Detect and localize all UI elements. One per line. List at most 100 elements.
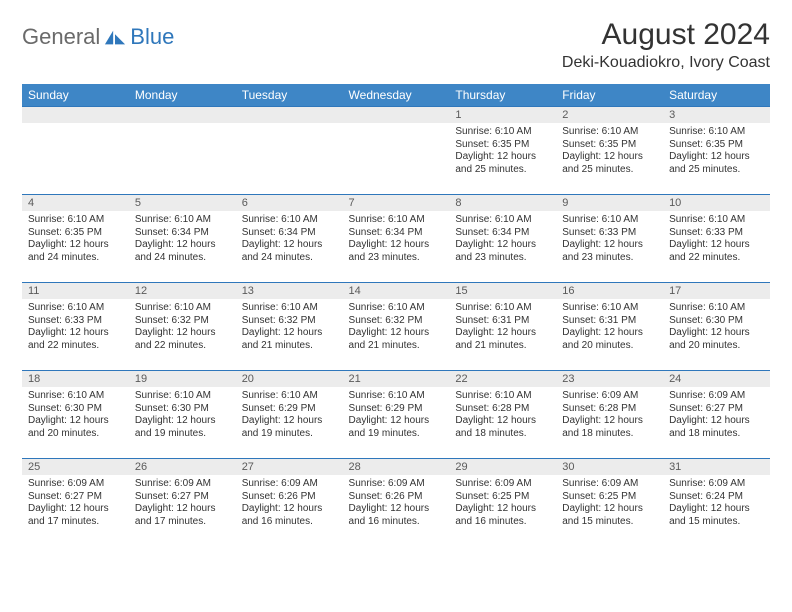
sunrise-line: Sunrise: 6:10 AM	[242, 302, 337, 315]
calendar-day: 16Sunrise: 6:10 AMSunset: 6:31 PMDayligh…	[556, 283, 663, 371]
day-details	[129, 123, 236, 183]
day-number: 10	[663, 195, 770, 211]
sunset-line: Sunset: 6:34 PM	[455, 227, 550, 240]
day-number: 23	[556, 371, 663, 387]
day-number: 14	[343, 283, 450, 299]
sunset-line: Sunset: 6:33 PM	[562, 227, 657, 240]
day-number: 13	[236, 283, 343, 299]
calendar-day: 3Sunrise: 6:10 AMSunset: 6:35 PMDaylight…	[663, 107, 770, 195]
day-details: Sunrise: 6:10 AMSunset: 6:31 PMDaylight:…	[449, 299, 556, 356]
calendar-day: 7Sunrise: 6:10 AMSunset: 6:34 PMDaylight…	[343, 195, 450, 283]
brand-word-general: General	[22, 24, 100, 50]
sunset-line: Sunset: 6:26 PM	[242, 491, 337, 504]
daylight-line: Daylight: 12 hours and 15 minutes.	[562, 503, 657, 528]
title-block: August 2024 Deki-Kouadiokro, Ivory Coast	[562, 18, 770, 72]
day-details: Sunrise: 6:10 AMSunset: 6:30 PMDaylight:…	[22, 387, 129, 444]
day-details: Sunrise: 6:10 AMSunset: 6:32 PMDaylight:…	[343, 299, 450, 356]
sunrise-line: Sunrise: 6:10 AM	[562, 214, 657, 227]
calendar-day: 31Sunrise: 6:09 AMSunset: 6:24 PMDayligh…	[663, 459, 770, 547]
day-details: Sunrise: 6:09 AMSunset: 6:25 PMDaylight:…	[449, 475, 556, 532]
dayname-friday: Friday	[556, 84, 663, 107]
sunrise-line: Sunrise: 6:10 AM	[562, 302, 657, 315]
day-number: 27	[236, 459, 343, 475]
day-number: 29	[449, 459, 556, 475]
daylight-line: Daylight: 12 hours and 18 minutes.	[455, 415, 550, 440]
day-number: 20	[236, 371, 343, 387]
sunset-line: Sunset: 6:35 PM	[28, 227, 123, 240]
calendar-week: 25Sunrise: 6:09 AMSunset: 6:27 PMDayligh…	[22, 459, 770, 547]
day-number: 11	[22, 283, 129, 299]
brand-sails-icon	[104, 27, 126, 47]
day-details: Sunrise: 6:10 AMSunset: 6:29 PMDaylight:…	[236, 387, 343, 444]
calendar-day: 23Sunrise: 6:09 AMSunset: 6:28 PMDayligh…	[556, 371, 663, 459]
calendar-day: 9Sunrise: 6:10 AMSunset: 6:33 PMDaylight…	[556, 195, 663, 283]
daylight-line: Daylight: 12 hours and 25 minutes.	[455, 151, 550, 176]
calendar-day	[343, 107, 450, 195]
calendar-day: 15Sunrise: 6:10 AMSunset: 6:31 PMDayligh…	[449, 283, 556, 371]
sunset-line: Sunset: 6:34 PM	[135, 227, 230, 240]
sunrise-line: Sunrise: 6:10 AM	[349, 214, 444, 227]
day-number: 9	[556, 195, 663, 211]
day-details: Sunrise: 6:10 AMSunset: 6:28 PMDaylight:…	[449, 387, 556, 444]
day-number: 1	[449, 107, 556, 123]
day-number: 21	[343, 371, 450, 387]
day-details: Sunrise: 6:09 AMSunset: 6:26 PMDaylight:…	[343, 475, 450, 532]
sunrise-line: Sunrise: 6:10 AM	[28, 214, 123, 227]
calendar-week: 18Sunrise: 6:10 AMSunset: 6:30 PMDayligh…	[22, 371, 770, 459]
sunset-line: Sunset: 6:27 PM	[669, 403, 764, 416]
day-number	[22, 107, 129, 123]
daylight-line: Daylight: 12 hours and 18 minutes.	[562, 415, 657, 440]
sunset-line: Sunset: 6:35 PM	[562, 139, 657, 152]
brand-logo: General Blue	[22, 24, 174, 50]
day-details: Sunrise: 6:10 AMSunset: 6:35 PMDaylight:…	[663, 123, 770, 180]
sunset-line: Sunset: 6:27 PM	[135, 491, 230, 504]
header-row: General Blue August 2024 Deki-Kouadiokro…	[22, 18, 770, 72]
dayname-monday: Monday	[129, 84, 236, 107]
sunrise-line: Sunrise: 6:10 AM	[669, 214, 764, 227]
day-details: Sunrise: 6:10 AMSunset: 6:34 PMDaylight:…	[129, 211, 236, 268]
calendar-day: 5Sunrise: 6:10 AMSunset: 6:34 PMDaylight…	[129, 195, 236, 283]
dayname-tuesday: Tuesday	[236, 84, 343, 107]
daylight-line: Daylight: 12 hours and 20 minutes.	[562, 327, 657, 352]
daylight-line: Daylight: 12 hours and 21 minutes.	[455, 327, 550, 352]
sunrise-line: Sunrise: 6:10 AM	[242, 390, 337, 403]
daylight-line: Daylight: 12 hours and 24 minutes.	[135, 239, 230, 264]
sunset-line: Sunset: 6:31 PM	[562, 315, 657, 328]
calendar-day: 21Sunrise: 6:10 AMSunset: 6:29 PMDayligh…	[343, 371, 450, 459]
calendar-day: 28Sunrise: 6:09 AMSunset: 6:26 PMDayligh…	[343, 459, 450, 547]
day-details: Sunrise: 6:10 AMSunset: 6:34 PMDaylight:…	[449, 211, 556, 268]
daylight-line: Daylight: 12 hours and 16 minutes.	[242, 503, 337, 528]
calendar-day: 1Sunrise: 6:10 AMSunset: 6:35 PMDaylight…	[449, 107, 556, 195]
daylight-line: Daylight: 12 hours and 22 minutes.	[669, 239, 764, 264]
day-details: Sunrise: 6:09 AMSunset: 6:26 PMDaylight:…	[236, 475, 343, 532]
day-details: Sunrise: 6:10 AMSunset: 6:34 PMDaylight:…	[236, 211, 343, 268]
sunrise-line: Sunrise: 6:09 AM	[562, 478, 657, 491]
calendar-day	[236, 107, 343, 195]
day-details: Sunrise: 6:10 AMSunset: 6:31 PMDaylight:…	[556, 299, 663, 356]
day-details: Sunrise: 6:09 AMSunset: 6:27 PMDaylight:…	[22, 475, 129, 532]
calendar-day: 30Sunrise: 6:09 AMSunset: 6:25 PMDayligh…	[556, 459, 663, 547]
daylight-line: Daylight: 12 hours and 19 minutes.	[135, 415, 230, 440]
sunset-line: Sunset: 6:28 PM	[562, 403, 657, 416]
sunset-line: Sunset: 6:25 PM	[455, 491, 550, 504]
day-number: 17	[663, 283, 770, 299]
sunset-line: Sunset: 6:33 PM	[28, 315, 123, 328]
day-number: 16	[556, 283, 663, 299]
sunset-line: Sunset: 6:32 PM	[349, 315, 444, 328]
daylight-line: Daylight: 12 hours and 25 minutes.	[562, 151, 657, 176]
calendar-day: 14Sunrise: 6:10 AMSunset: 6:32 PMDayligh…	[343, 283, 450, 371]
sunrise-line: Sunrise: 6:09 AM	[669, 478, 764, 491]
sunrise-line: Sunrise: 6:10 AM	[562, 126, 657, 139]
calendar-day: 20Sunrise: 6:10 AMSunset: 6:29 PMDayligh…	[236, 371, 343, 459]
calendar-day: 10Sunrise: 6:10 AMSunset: 6:33 PMDayligh…	[663, 195, 770, 283]
daylight-line: Daylight: 12 hours and 19 minutes.	[242, 415, 337, 440]
sunrise-line: Sunrise: 6:09 AM	[135, 478, 230, 491]
calendar-day: 26Sunrise: 6:09 AMSunset: 6:27 PMDayligh…	[129, 459, 236, 547]
day-number: 30	[556, 459, 663, 475]
daylight-line: Daylight: 12 hours and 17 minutes.	[28, 503, 123, 528]
day-details: Sunrise: 6:10 AMSunset: 6:33 PMDaylight:…	[556, 211, 663, 268]
sunrise-line: Sunrise: 6:09 AM	[28, 478, 123, 491]
calendar-day: 27Sunrise: 6:09 AMSunset: 6:26 PMDayligh…	[236, 459, 343, 547]
day-details	[343, 123, 450, 183]
day-number: 18	[22, 371, 129, 387]
